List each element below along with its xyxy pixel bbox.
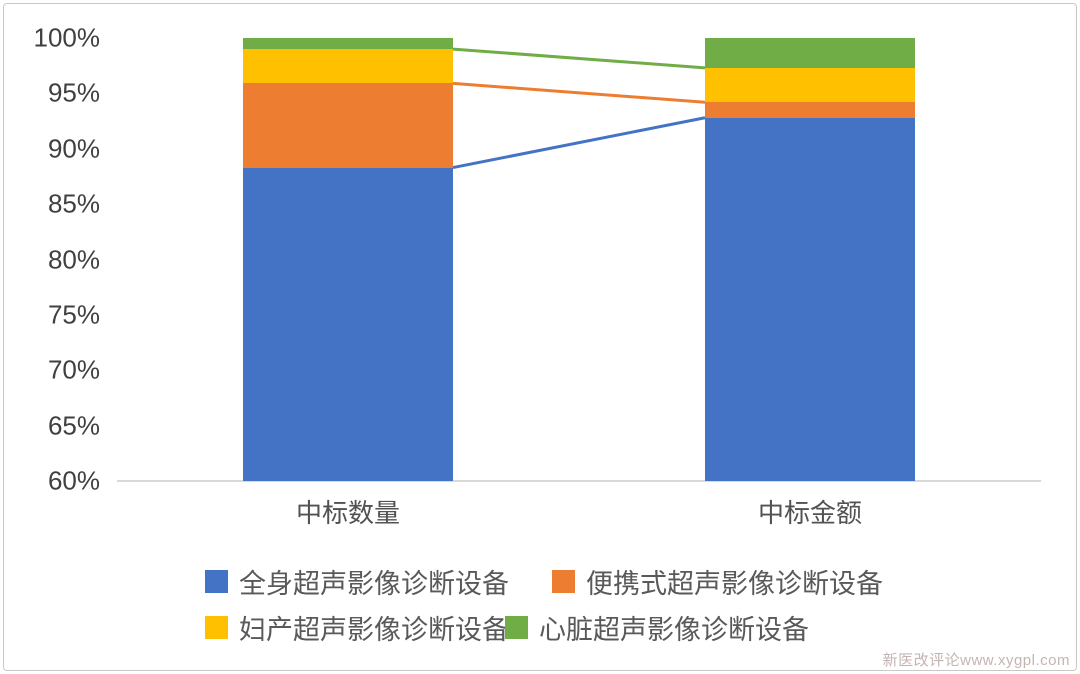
connector-line bbox=[452, 81, 706, 104]
legend-label: 便携式超声影像诊断设备 bbox=[586, 568, 883, 599]
legend-item-便携式超声影像诊断设备: 便携式超声影像诊断设备 bbox=[552, 566, 883, 599]
bar-segment-全身超声影像诊断设备 bbox=[705, 117, 915, 481]
legend-item-心脏超声影像诊断设备: 心脏超声影像诊断设备 bbox=[505, 612, 809, 645]
y-tick-label: 100% bbox=[33, 22, 101, 53]
legend-swatch-icon bbox=[552, 569, 575, 593]
legend-label: 妇产超声影像诊断设备 bbox=[239, 614, 509, 645]
y-tick-label: 70% bbox=[47, 354, 100, 385]
y-tick-label: 65% bbox=[47, 410, 100, 441]
connector-line bbox=[452, 47, 706, 70]
legend-swatch-icon bbox=[205, 615, 228, 639]
y-tick-label: 95% bbox=[47, 77, 100, 108]
y-tick-label: 90% bbox=[47, 133, 100, 164]
legend-item-妇产超声影像诊断设备: 妇产超声影像诊断设备 bbox=[205, 612, 509, 645]
legend-swatch-icon bbox=[205, 569, 228, 593]
bar-segment-便携式超声影像诊断设备 bbox=[243, 83, 453, 168]
bar-segment-全身超声影像诊断设备 bbox=[243, 167, 453, 481]
legend-swatch-icon bbox=[505, 615, 528, 639]
bar-segment-心脏超声影像诊断设备 bbox=[243, 38, 453, 50]
legend-label: 心脏超声影像诊断设备 bbox=[539, 614, 809, 645]
watermark-text: 新医改评论www.xygpl.com bbox=[882, 652, 1070, 669]
legend-item-全身超声影像诊断设备: 全身超声影像诊断设备 bbox=[205, 566, 509, 599]
bar-segment-心脏超声影像诊断设备 bbox=[705, 38, 915, 68]
y-tick-label: 85% bbox=[47, 188, 100, 219]
connector-line bbox=[452, 116, 706, 170]
legend-label: 全身超声影像诊断设备 bbox=[239, 568, 509, 599]
category-label: 中标金额 bbox=[757, 498, 863, 528]
bar-segment-妇产超声影像诊断设备 bbox=[243, 49, 453, 84]
category-label: 中标数量 bbox=[295, 498, 401, 528]
y-tick-label: 75% bbox=[47, 299, 100, 330]
x-axis-line bbox=[117, 480, 1041, 482]
bar-segment-便携式超声影像诊断设备 bbox=[705, 102, 915, 118]
bar-segment-妇产超声影像诊断设备 bbox=[705, 67, 915, 103]
y-tick-label: 80% bbox=[47, 244, 100, 274]
y-tick-label: 60% bbox=[47, 465, 100, 496]
